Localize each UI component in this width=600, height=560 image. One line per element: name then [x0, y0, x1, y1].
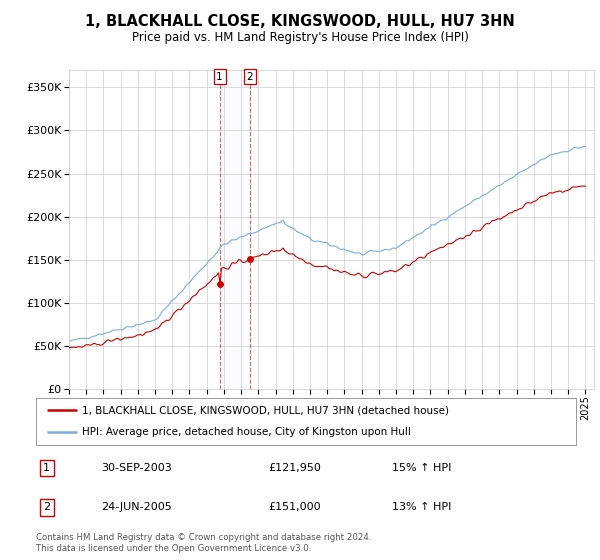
Text: 1, BLACKHALL CLOSE, KINGSWOOD, HULL, HU7 3HN (detached house): 1, BLACKHALL CLOSE, KINGSWOOD, HULL, HU7… — [82, 405, 449, 416]
Text: HPI: Average price, detached house, City of Kingston upon Hull: HPI: Average price, detached house, City… — [82, 427, 411, 437]
Text: 30-SEP-2003: 30-SEP-2003 — [101, 463, 172, 473]
Text: 1: 1 — [217, 72, 223, 82]
Text: 2: 2 — [247, 72, 253, 82]
Text: Price paid vs. HM Land Registry's House Price Index (HPI): Price paid vs. HM Land Registry's House … — [131, 31, 469, 44]
Text: £121,950: £121,950 — [268, 463, 321, 473]
Bar — [220, 70, 250, 389]
Text: 24-JUN-2005: 24-JUN-2005 — [101, 502, 172, 512]
Text: Contains HM Land Registry data © Crown copyright and database right 2024.
This d: Contains HM Land Registry data © Crown c… — [36, 533, 371, 553]
Text: 13% ↑ HPI: 13% ↑ HPI — [392, 502, 452, 512]
Text: 1: 1 — [43, 463, 50, 473]
Text: 15% ↑ HPI: 15% ↑ HPI — [392, 463, 452, 473]
Text: £151,000: £151,000 — [268, 502, 321, 512]
Text: 1, BLACKHALL CLOSE, KINGSWOOD, HULL, HU7 3HN: 1, BLACKHALL CLOSE, KINGSWOOD, HULL, HU7… — [85, 14, 515, 29]
Text: 2: 2 — [43, 502, 50, 512]
